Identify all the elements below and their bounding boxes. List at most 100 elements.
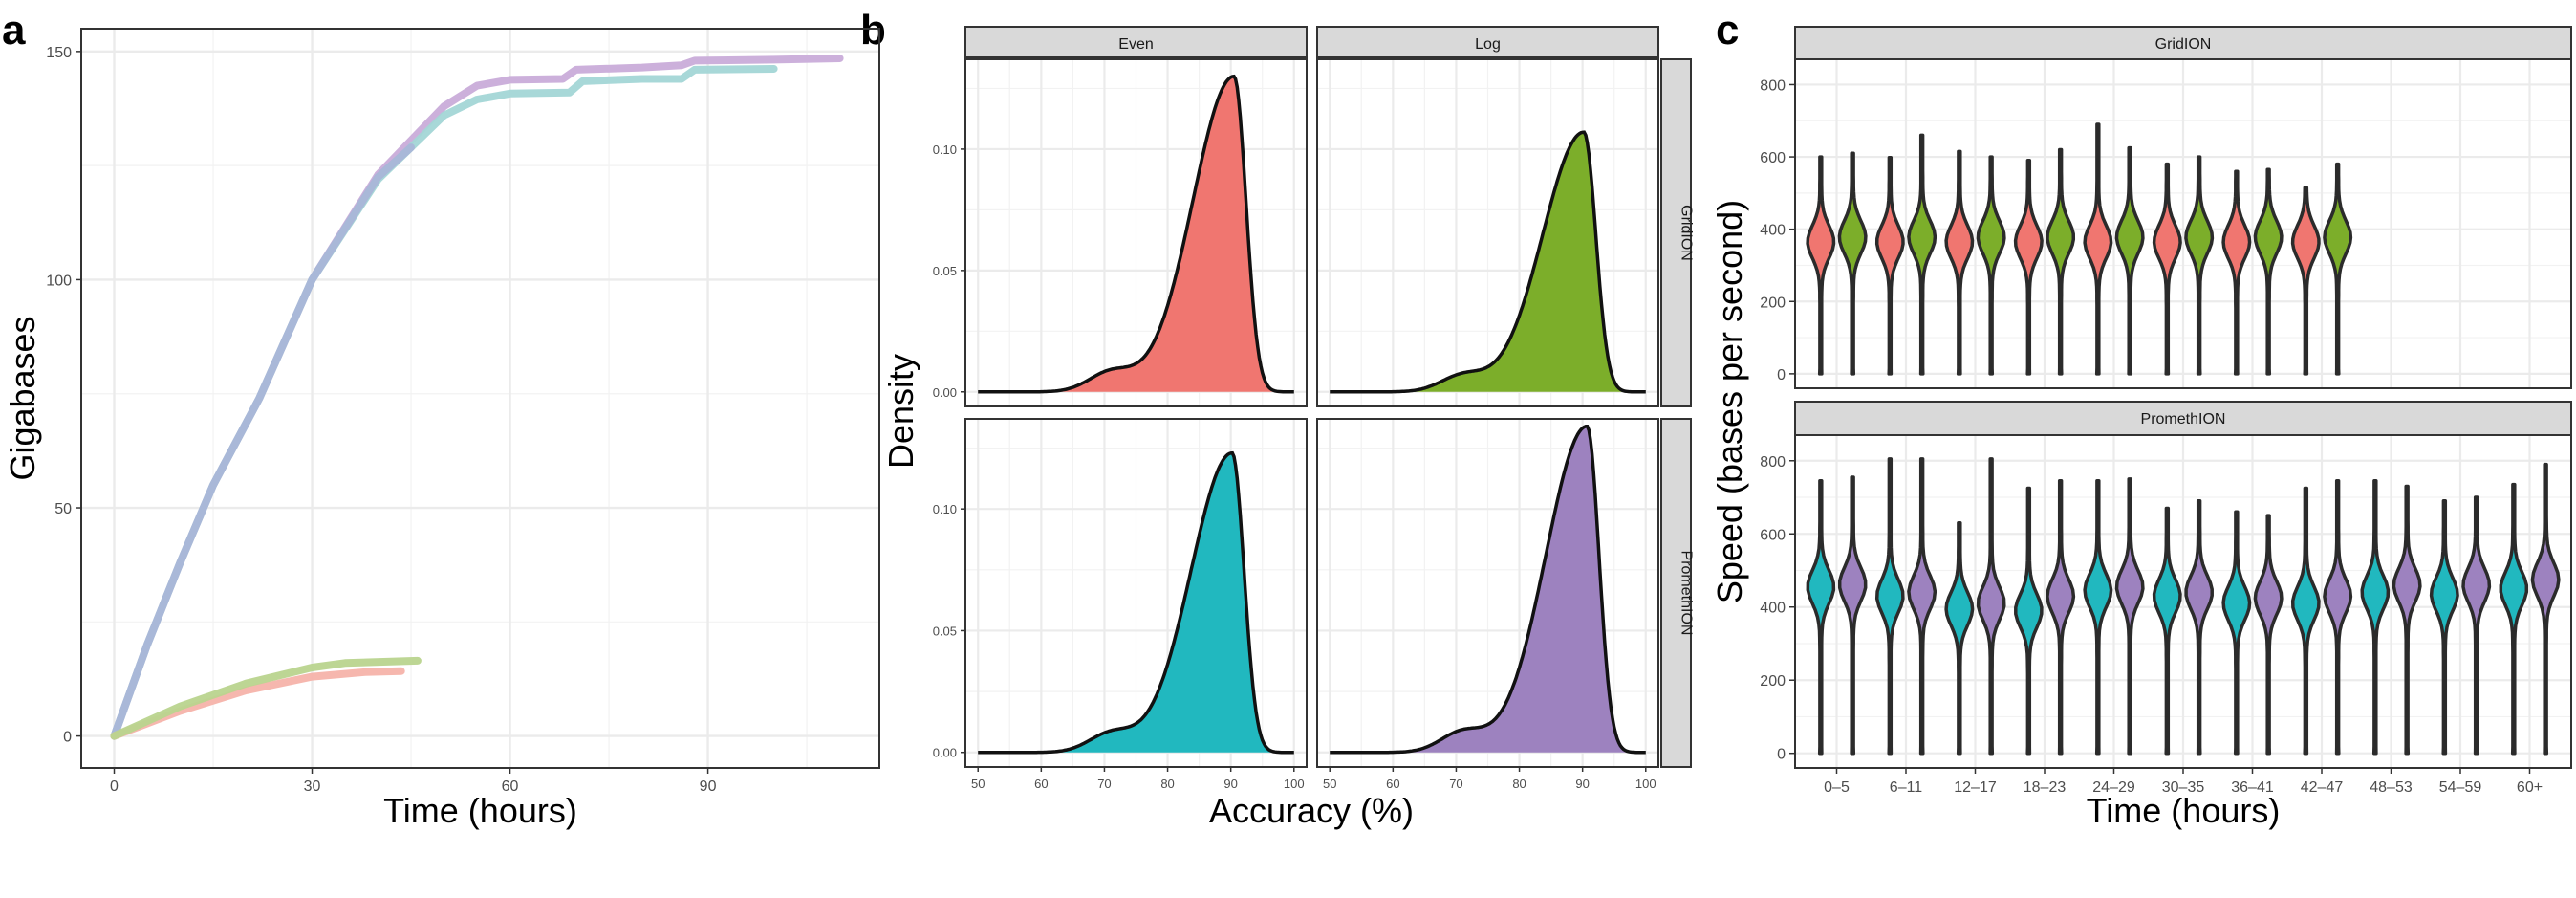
density-area-log-gridion <box>1330 132 1646 392</box>
violin-promethion-36–41 <box>2253 514 2284 756</box>
series-line-4 <box>110 656 422 740</box>
facet-strip-label: PromethION <box>2141 411 2226 427</box>
row-strip-promethion <box>1660 418 1692 768</box>
facet-border <box>1316 418 1659 768</box>
x-tick-label: 0 <box>110 778 119 795</box>
panel-a-border <box>80 28 880 769</box>
series-line-2 <box>110 143 415 740</box>
series-line-0 <box>110 55 844 740</box>
x-tick-label: 90 <box>1223 777 1237 791</box>
y-tick-label: 400 <box>1760 223 1786 239</box>
y-tick-label: 800 <box>1760 77 1786 94</box>
violin-gridion-12–17 <box>1944 149 1975 376</box>
y-tick-label: 0.05 <box>933 624 957 638</box>
violin-gridion-42–47 <box>2290 186 2321 376</box>
col-strip-label: Even <box>1118 36 1153 53</box>
y-axis-title: Gigabases <box>3 316 42 480</box>
violin-promethion-60+ <box>2499 482 2529 756</box>
violin-gridion-12–17 <box>1976 155 2006 376</box>
y-tick-label: 0.05 <box>933 264 957 278</box>
violin-promethion-6–11 <box>1907 457 1937 756</box>
y-tick-label: 0.00 <box>933 746 957 760</box>
y-tick-label: 600 <box>1760 527 1786 543</box>
y-tick-label: 0 <box>1777 747 1786 763</box>
violin-promethion-42–47 <box>2323 479 2353 756</box>
violin-promethion-12–17 <box>1944 521 1975 756</box>
density-outline <box>1330 425 1646 755</box>
facet-border <box>964 58 1308 407</box>
row-strip-label: GridION <box>1678 205 1695 261</box>
density-area-even-promethion <box>978 452 1294 753</box>
violin-promethion-30–35 <box>2184 499 2214 756</box>
y-tick-label: 100 <box>46 273 72 289</box>
x-tick-label: 24–29 <box>2092 779 2135 796</box>
panel-c-violin-facets: GridION 0 200 400 600 800 PromethION 0 200 400 600… <box>1710 26 2572 830</box>
panel-letter-a: a <box>2 7 26 54</box>
violin-gridion-42–47 <box>2323 162 2353 376</box>
row-strip-gridion <box>1660 58 1692 407</box>
y-tick-label: 0 <box>63 730 72 746</box>
x-tick-label: 90 <box>700 778 717 795</box>
y-tick-label: 0.00 <box>933 385 957 400</box>
violin-promethion-60+ <box>2530 462 2561 756</box>
violin-gridion-0–5 <box>1837 151 1868 376</box>
violin-gridion-36–41 <box>2253 167 2284 376</box>
facet-border <box>1316 58 1659 407</box>
x-axis-title: Accuracy (%) <box>1209 791 1414 830</box>
violin-promethion-6–11 <box>1874 457 1905 756</box>
x-tick-label: 60 <box>1034 777 1048 791</box>
violin-gridion-0–5 <box>1806 155 1836 376</box>
violin-promethion-18–23 <box>2046 479 2076 756</box>
x-tick-label: 0–5 <box>1824 779 1850 796</box>
x-tick-label: 80 <box>1160 777 1174 791</box>
y-tick-label: 200 <box>1760 295 1786 311</box>
x-tick-label: 36–41 <box>2231 779 2274 796</box>
x-tick-label: 100 <box>1635 777 1656 791</box>
density-area-even-gridion <box>978 76 1294 392</box>
violin-gridion-24–29 <box>2114 145 2145 376</box>
violin-gridion-24–29 <box>2083 122 2113 376</box>
density-outline <box>978 450 1294 755</box>
x-tick-label: 42–47 <box>2301 779 2344 796</box>
x-tick-label: 50 <box>971 777 985 791</box>
y-tick-label: 0.10 <box>933 142 957 157</box>
y-tick-label: 150 <box>46 45 72 61</box>
violin-promethion-18–23 <box>2014 486 2044 756</box>
x-tick-label: 54–59 <box>2439 779 2482 796</box>
violin-promethion-42–47 <box>2290 486 2321 756</box>
violin-gridion-30–35 <box>2184 155 2215 376</box>
y-tick-label: 800 <box>1760 454 1786 471</box>
x-tick-label: 6–11 <box>1890 779 1923 796</box>
x-axis-title: Time (hours) <box>2087 791 2281 830</box>
violin-promethion-24–29 <box>2083 479 2113 756</box>
violin-gridion-6–11 <box>1907 133 1937 376</box>
y-tick-label: 600 <box>1760 150 1786 166</box>
y-tick-label: 0 <box>1777 367 1786 383</box>
violin-promethion-12–17 <box>1976 457 2006 756</box>
violin-promethion-0–5 <box>1806 479 1836 756</box>
x-tick-label: 70 <box>1097 777 1111 791</box>
panel-letter-b: b <box>860 7 886 54</box>
violin-gridion-18–23 <box>2046 147 2076 376</box>
density-outline <box>978 74 1294 394</box>
density-outline <box>1330 130 1646 394</box>
y-tick-label: 50 <box>54 501 72 517</box>
col-strip-label: Log <box>1475 36 1501 53</box>
x-tick-label: 60+ <box>2517 779 2543 796</box>
x-tick-label: 12–17 <box>1954 779 1997 796</box>
row-strip-label: PromethION <box>1678 551 1695 636</box>
x-axis-title: Time (hours) <box>383 791 577 830</box>
y-axis-title: Density <box>881 354 920 469</box>
y-axis-title: Speed (bases per second) <box>1710 200 1749 603</box>
violin-gridion-30–35 <box>2152 162 2182 376</box>
density-area-log-promethion <box>1330 426 1646 753</box>
facet-strip-label: GridION <box>2155 36 2212 53</box>
x-tick-label: 30 <box>304 778 321 795</box>
panel-letter-c: c <box>1716 7 1739 54</box>
violin-gridion-18–23 <box>2013 159 2044 376</box>
col-strip-even <box>964 26 1308 58</box>
panel-b-density-facets: Even Log GridION PromethION 0.00 0.05 0.10 0.00… <box>881 26 1695 830</box>
panel-a-line-chart: 0 30 60 90 0 50 100 150 Time (hours) Gigabases <box>3 28 880 830</box>
violin-promethion-48–53 <box>2392 484 2422 756</box>
